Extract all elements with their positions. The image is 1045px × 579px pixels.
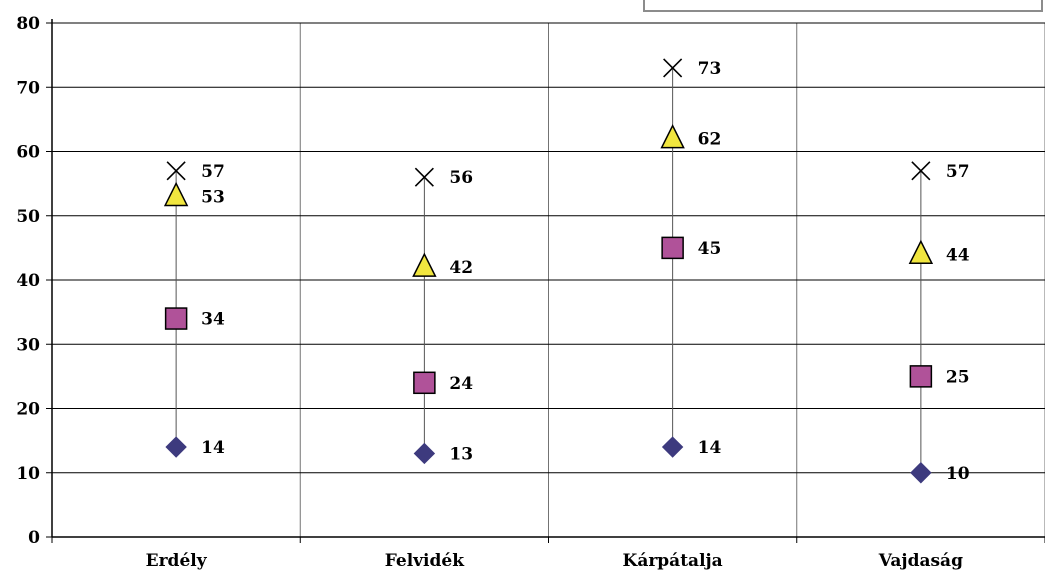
x-marker-stroke-b: [911, 161, 931, 181]
x-marker-3: [663, 58, 683, 78]
x-marker-1: [166, 161, 186, 181]
x-marker-2: [414, 167, 434, 187]
data-label-triangle-2: 42: [449, 258, 473, 278]
square-marker-1: [164, 307, 188, 330]
data-label-triangle-4: 44: [946, 245, 970, 265]
data-label-diamond-1: 14: [201, 438, 225, 458]
square-marker-3: [661, 236, 684, 260]
data-label-diamond-2: 13: [449, 444, 473, 464]
x-marker-4: [911, 161, 931, 181]
data-markers: [163, 58, 934, 484]
gridlines: [52, 22, 1045, 537]
triangle-marker-4: [908, 239, 934, 265]
triangle-marker-3: [660, 123, 685, 149]
y-tick-label-10: 10: [16, 464, 40, 484]
diamond-marker-3: [661, 436, 684, 458]
diamond-marker-4: [910, 462, 932, 484]
square-marker-4: [909, 365, 933, 388]
data-label-square-3: 45: [698, 239, 722, 259]
diamond-marker-1: [165, 436, 187, 458]
diamond-marker-2: [413, 442, 436, 465]
data-label-triangle-3: 62: [698, 130, 722, 150]
y-tick-label-60: 60: [16, 143, 40, 163]
data-label-x-4: 57: [946, 162, 970, 182]
triangle-marker-1: [163, 181, 189, 207]
y-tick-label-50: 50: [16, 207, 40, 227]
data-label-square-2: 24: [449, 374, 473, 394]
data-label-x-2: 56: [449, 168, 473, 188]
x-marker-stroke-b: [166, 161, 186, 181]
data-label-square-1: 34: [201, 310, 225, 330]
x-marker-stroke-b: [414, 167, 434, 187]
y-tick-label-80: 80: [16, 14, 40, 34]
data-label-diamond-3: 14: [698, 438, 722, 458]
x-tick-label-1: Erdély: [146, 551, 208, 571]
axes: 0 10 20 30 40 50 60 70 80 Erdély Felvidék Kárpátalj…: [16, 14, 1045, 571]
data-label-x-1: 57: [201, 162, 225, 182]
legend-box: [643, 0, 1043, 12]
data-label-triangle-1: 53: [201, 187, 225, 207]
x-tick-label-2: Felvidék: [385, 551, 465, 571]
y-tick-label-20: 20: [16, 400, 40, 420]
triangle-marker-2: [412, 252, 437, 277]
y-tick-label-0: 0: [28, 528, 40, 548]
y-tick-label-70: 70: [16, 78, 40, 98]
data-label-diamond-4: 10: [946, 464, 970, 484]
square-marker-2: [413, 371, 436, 395]
data-label-square-4: 25: [946, 367, 970, 387]
x-tick-label-3: Kárpátalja: [623, 551, 723, 571]
y-tick-label-40: 40: [16, 271, 40, 291]
x-tick-label-4: Vajdaság: [878, 551, 963, 571]
y-tick-label-30: 30: [16, 335, 40, 355]
data-labels: 14 13 14 10 34 24 45 25 53 42 62 44 57 56 73 57: [201, 59, 970, 484]
data-label-x-3: 73: [698, 59, 722, 79]
x-marker-stroke-b: [663, 58, 683, 78]
